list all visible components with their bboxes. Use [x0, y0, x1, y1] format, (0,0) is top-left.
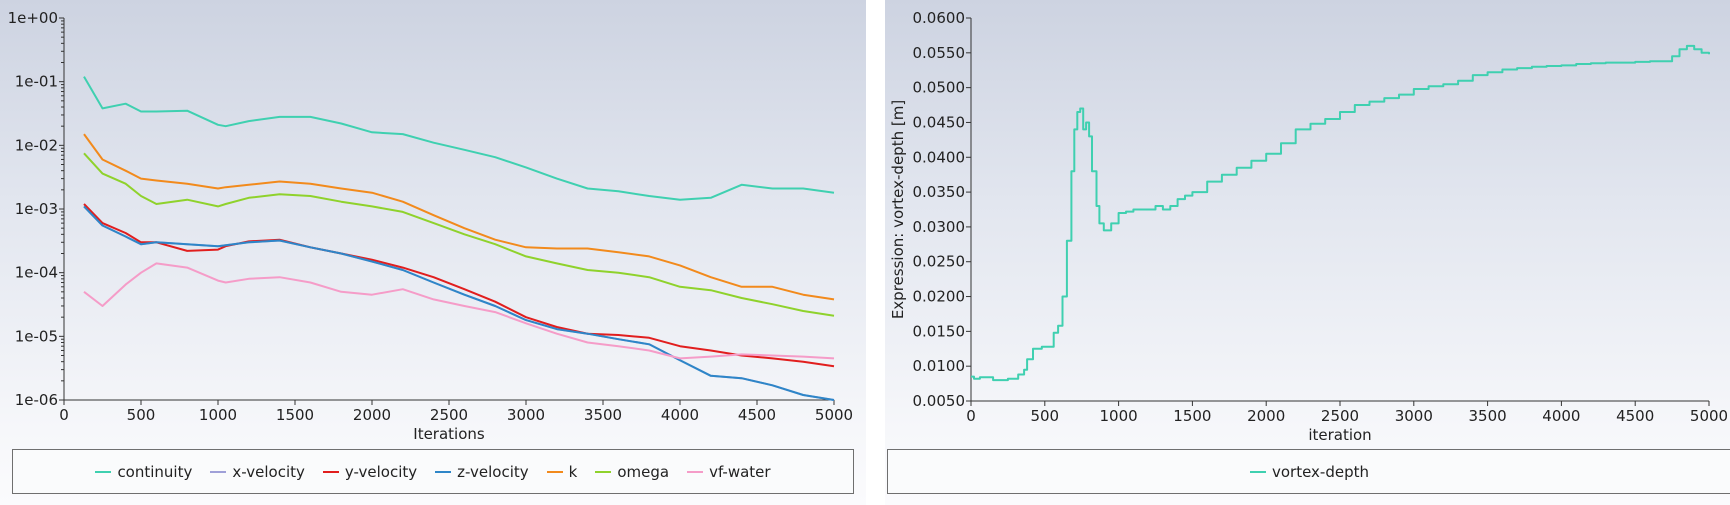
x-tick-label: 2500 — [1321, 407, 1359, 425]
y-tick-label: 0.0550 — [913, 44, 966, 62]
series-line-k — [83, 133, 835, 301]
legend-label: y-velocity — [344, 462, 418, 481]
series-line-x-velocity — [83, 205, 835, 401]
legend-entry-y-velocity: y-velocity — [322, 462, 418, 481]
y-tick-label: 0.0400 — [913, 148, 966, 166]
y-tick-label: 1e-03 — [15, 200, 58, 218]
legend-label: omega — [617, 462, 670, 481]
x-tick-label: 0 — [966, 407, 976, 425]
x-tick-label: 1000 — [1100, 407, 1138, 425]
x-tick-label: 4000 — [661, 406, 699, 424]
y-tick-label: 0.0600 — [913, 9, 966, 27]
x-tick-label: 500 — [1030, 407, 1059, 425]
y-tick-label: 0.0200 — [913, 288, 966, 306]
y-tick-label: 1e-01 — [15, 73, 58, 91]
series-line-z-velocity — [83, 205, 835, 401]
legend-swatch — [1249, 470, 1266, 473]
legend-label: continuity — [117, 462, 193, 481]
x-tick-label: 1500 — [276, 406, 314, 424]
legend-label: vortex-depth — [1271, 462, 1370, 481]
legend-swatch — [595, 470, 612, 473]
x-tick-label: 2500 — [430, 406, 468, 424]
legend-entry-x-velocity: x-velocity — [210, 463, 305, 481]
vortex-depth-panel: 0 500 1000 1500 2000 2500 3000 3500 4000 4500 5000… — [885, 0, 1730, 505]
residuals-legend: continuity x-velocity y-velocity z-velocity… — [12, 449, 854, 494]
legend-entry-k: k — [546, 462, 578, 481]
legend-entry-z-velocity: z-velocity — [435, 463, 529, 481]
legend-label: vf-water — [709, 462, 771, 481]
x-tick-label: 3000 — [1395, 407, 1433, 425]
residuals-plot: 0 500 1000 1500 2000 2500 3000 3500 4000 4500 5000… — [8, 9, 854, 443]
y-tick-label: 0.0250 — [913, 253, 966, 271]
y-tick-label: 0.0100 — [913, 357, 966, 375]
y-tick-label: 0.0450 — [913, 113, 966, 131]
legend-entry-vortex-depth: vortex-depth — [1249, 462, 1370, 481]
legend-swatch — [687, 470, 704, 473]
series-line-continuity — [83, 76, 835, 201]
x-tick-label: 5000 — [1690, 407, 1728, 425]
legend-entry-continuity: continuity — [95, 463, 192, 481]
series-line-omega — [83, 152, 835, 317]
series-line-y-velocity — [83, 203, 835, 368]
x-tick-label: 2000 — [353, 406, 391, 424]
x-axis-label: Iterations — [413, 425, 485, 443]
x-tick-label: 3500 — [584, 406, 622, 424]
y-tick-label: 0.0050 — [913, 392, 966, 410]
legend-swatch — [322, 470, 339, 473]
vortex-depth-plot: 0 500 1000 1500 2000 2500 3000 3500 4000 4500 5000… — [889, 9, 1728, 444]
y-tick-label: 0.0350 — [913, 183, 966, 201]
y-tick-label: 0.0500 — [913, 79, 966, 97]
x-tick-label: 1000 — [199, 406, 237, 424]
x-tick-label: 500 — [127, 406, 156, 424]
series-line-vortex-depth — [971, 44, 1710, 382]
x-tick-label: 4000 — [1542, 407, 1580, 425]
x-tick-label: 3500 — [1469, 407, 1507, 425]
vortex-depth-legend: vortex-depth — [887, 449, 1730, 494]
x-tick-label: 5000 — [815, 406, 853, 424]
x-tick-label: 2000 — [1247, 407, 1285, 425]
y-tick-label: 1e+00 — [8, 9, 58, 27]
y-tick-label: 1e-06 — [15, 391, 58, 409]
y-tick-label: 1e-02 — [15, 136, 58, 154]
y-tick-label: 0.0150 — [913, 322, 966, 340]
y-tick-label: 1e-05 — [15, 327, 58, 345]
x-axis-label: iteration — [1308, 426, 1371, 444]
legend-label: z-velocity — [457, 462, 529, 481]
legend-label: k — [568, 462, 578, 481]
legend-entry-omega: omega — [595, 463, 669, 481]
legend-swatch — [435, 470, 452, 473]
residuals-panel: 0 500 1000 1500 2000 2500 3000 3500 4000 4500 5000… — [0, 0, 866, 505]
legend-label: x-velocity — [232, 462, 305, 481]
y-tick-label: 1e-04 — [15, 264, 58, 282]
x-tick-label: 4500 — [738, 406, 776, 424]
x-tick-label: 4500 — [1616, 407, 1654, 425]
series-line-vf-water — [83, 262, 835, 360]
x-tick-label: 3000 — [507, 406, 545, 424]
legend-entry-vf-water: vf-water — [687, 463, 771, 481]
x-tick-label: 1500 — [1173, 407, 1211, 425]
y-axis-label: Expression: vortex-depth [m] — [889, 100, 907, 319]
y-tick-label: 0.0300 — [913, 218, 966, 236]
legend-swatch — [210, 470, 227, 473]
legend-swatch — [95, 470, 112, 473]
x-tick-label: 0 — [59, 406, 69, 424]
legend-swatch — [546, 470, 563, 473]
